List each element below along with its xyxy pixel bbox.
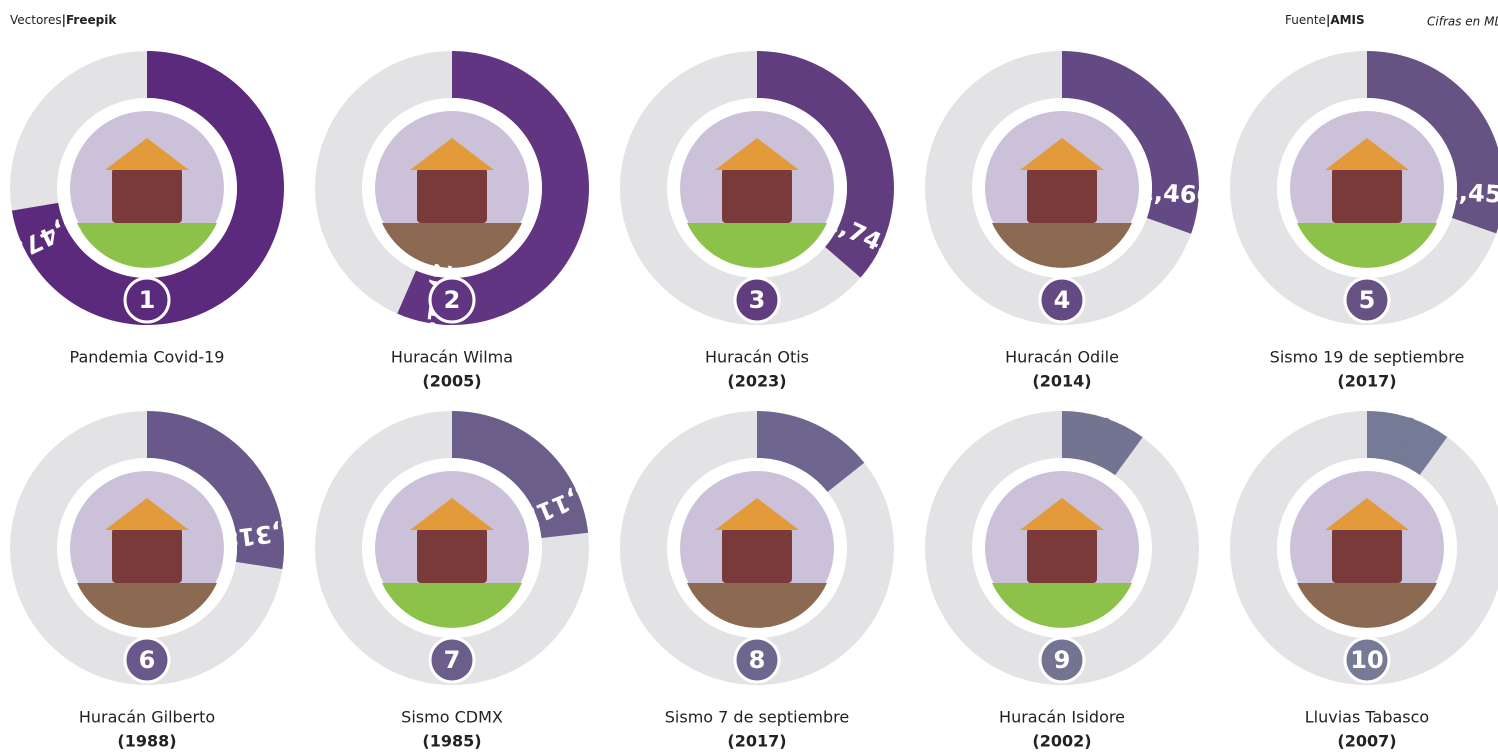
illustration-house xyxy=(112,168,182,223)
illustration-house xyxy=(417,168,487,223)
year: (2023) xyxy=(727,372,786,391)
rank: 8 xyxy=(749,646,766,674)
chart: Vectores|Freepik Fuente|AMIS Cifras en M… xyxy=(0,0,1498,755)
source-left: Vectores|Freepik xyxy=(10,13,117,27)
name: Huracán Wilma xyxy=(391,348,513,367)
illustration-house xyxy=(1332,168,1402,223)
value-label: 1,458 xyxy=(1442,177,1498,209)
name: Sismo 19 de septiembre xyxy=(1270,348,1465,367)
gauge: 1,460 4 Huracán Odile (2014) xyxy=(949,51,1215,391)
rank: 6 xyxy=(139,646,156,674)
name: Huracán Odile xyxy=(1005,348,1119,367)
illustration-house xyxy=(722,528,792,583)
source-right: Fuente|AMIS xyxy=(1285,13,1365,27)
rank: 1 xyxy=(139,286,156,314)
rank: 7 xyxy=(444,646,461,674)
illustration-house xyxy=(1332,528,1402,583)
year: (2002) xyxy=(1032,732,1091,751)
year: (2005) xyxy=(422,372,481,391)
name: Huracán Isidore xyxy=(999,708,1125,727)
name: Sismo 7 de septiembre xyxy=(665,708,849,727)
source-left-text: Vectores xyxy=(10,13,62,27)
year: (1985) xyxy=(422,732,481,751)
rank: 3 xyxy=(749,286,766,314)
gauge: 1,458 5 Sismo 19 de septiembre (2017) xyxy=(1254,51,1498,391)
year: (2017) xyxy=(727,732,786,751)
rank: 2 xyxy=(444,286,461,314)
note: Cifras en MDD xyxy=(1427,15,1498,29)
source-right-text: Fuente xyxy=(1285,13,1326,27)
illustration-house xyxy=(722,168,792,223)
name: Lluvias Tabasco xyxy=(1305,708,1429,727)
illustration-house xyxy=(1027,168,1097,223)
year: (1988) xyxy=(117,732,176,751)
name: Sismo CDMX xyxy=(401,708,503,727)
page: Vectores|Freepik Fuente|AMIS Cifras en M… xyxy=(0,0,1498,755)
illustration-house xyxy=(417,528,487,583)
value-label: 1,460 xyxy=(1137,178,1214,211)
illustration-house xyxy=(112,528,182,583)
year: (2014) xyxy=(1032,372,1091,391)
name: Pandemia Covid-19 xyxy=(70,348,225,367)
gauge: 6878Sismo 7 de septiembre(2017) xyxy=(644,411,871,751)
illustration-house xyxy=(1027,528,1097,583)
rank: 10 xyxy=(1350,646,1383,674)
source-left-strong: Freepik xyxy=(66,13,117,27)
rank: 5 xyxy=(1359,286,1376,314)
name: Huracán Otis xyxy=(705,348,809,367)
gauge: 2,7142Huracán Wilma(2005) xyxy=(339,51,590,391)
year: (2017) xyxy=(1337,372,1396,391)
source-right-strong: AMIS xyxy=(1330,13,1364,27)
year: (2007) xyxy=(1337,732,1396,751)
name: Huracán Gilberto xyxy=(79,708,215,727)
rank: 9 xyxy=(1054,646,1071,674)
rank: 4 xyxy=(1054,286,1071,314)
